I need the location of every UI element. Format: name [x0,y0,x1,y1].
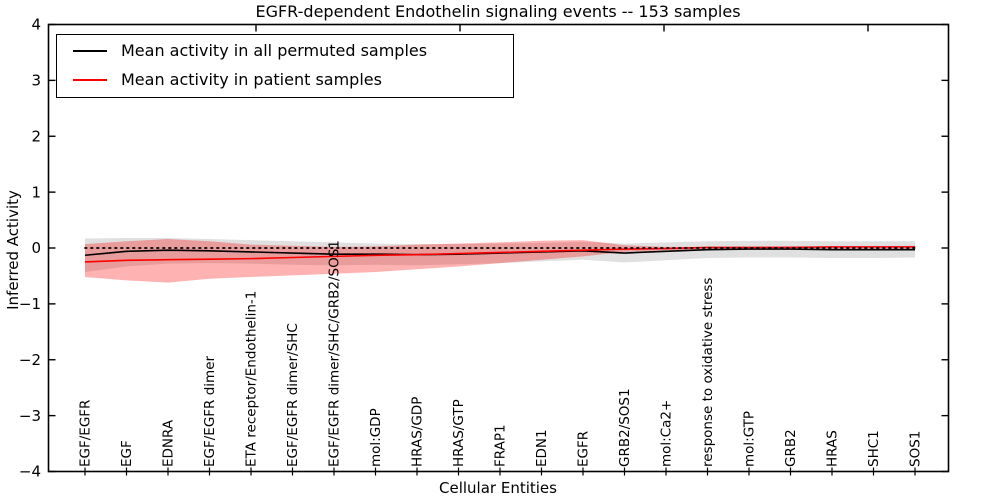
category-label: response to oxidative stress [700,278,716,467]
category-label: SOS1 [908,431,924,467]
patient-band [85,239,915,283]
y-tick-label: −2 [19,351,41,369]
category-label: EDNRA [161,419,177,467]
legend: Mean activity in all permuted samples Me… [56,34,514,98]
category-label: EGF [119,440,135,467]
permuted-band [85,237,915,273]
legend-entry-patient: Mean activity in patient samples [73,65,513,94]
y-axis-label: Inferred Activity [4,190,22,310]
x-axis-ticks-and-labels: EGF/EGFR EGF EDNRA EGF/EGFR dimer ETA recept… [78,240,924,476]
category-label: EGFR [576,431,592,467]
legend-entry-permuted: Mean activity in all permuted samples [73,36,513,65]
legend-label-permuted: Mean activity in all permuted samples [121,41,428,60]
category-label: SHC1 [866,430,882,467]
y-tick-label: −3 [19,407,41,425]
category-label: FRAP1 [493,424,509,467]
category-label: ETA receptor/Endothelin-1 [244,291,260,467]
y-tick-label: 3 [31,72,41,90]
permuted-line-sample [73,49,107,52]
category-label: HRAS/GDP [410,397,426,467]
y-tick-label: 1 [31,183,41,201]
y-tick-label: 0 [31,239,41,257]
category-label: EGF/EGFR dimer/SHC [285,323,301,467]
category-label: GRB2/SOS1 [617,388,633,467]
y-tick-label: −1 [19,295,41,313]
category-label: mol:Ca2+ [659,400,675,467]
legend-label-patient: Mean activity in patient samples [121,70,382,89]
category-label: EDN1 [534,429,550,467]
category-label: mol:GDP [368,408,384,467]
category-label: GRB2 [783,429,799,467]
x-axis-label: Cellular Entities [439,479,557,497]
category-label: mol:GTP [742,411,758,467]
category-label: EGF/EGFR dimer [202,355,218,467]
y-tick-label: 4 [31,16,41,34]
y-axis-ticks: 4 3 2 1 0 −1 −2 −3 −4 [19,16,949,481]
category-label: EGF/EGFR dimer/SHC/GRB2/SOS1 [327,240,343,467]
patient-line-sample [73,78,107,81]
category-label: HRAS [825,430,841,467]
y-tick-label: 2 [31,127,41,145]
category-label: EGF/EGFR [78,400,94,467]
category-label: HRAS/GTP [451,399,467,467]
y-tick-label: −4 [19,463,41,481]
chart-title: EGFR-dependent Endothelin signaling even… [255,2,741,21]
